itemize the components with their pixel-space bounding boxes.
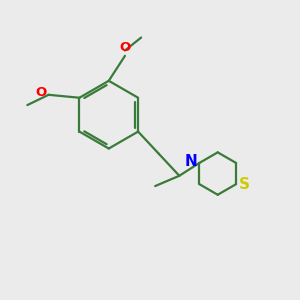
- Text: O: O: [119, 41, 130, 54]
- Text: N: N: [184, 154, 197, 169]
- Text: O: O: [36, 86, 47, 99]
- Text: S: S: [239, 177, 250, 192]
